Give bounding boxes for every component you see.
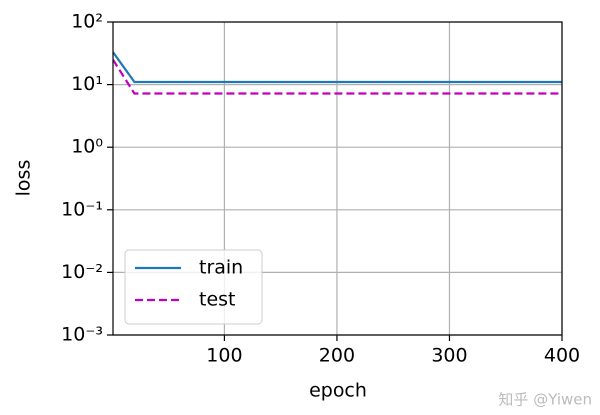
y-tick-label: 10⁻² [61, 261, 103, 283]
x-tick-label: 300 [431, 345, 467, 367]
x-tick-label: 400 [544, 345, 580, 367]
plot-frame [112, 21, 563, 336]
y-tick-label: 10² [71, 11, 103, 33]
watermark: 知乎 @Yiwen [498, 391, 592, 409]
line-series [113, 59, 562, 95]
plot-lines [113, 51, 562, 95]
legend-label: train [199, 257, 243, 279]
y-tick-label: 10⁻¹ [61, 198, 103, 220]
legend-label: test [199, 289, 236, 311]
x-tick-label: 200 [319, 345, 355, 367]
x-tick-label: 100 [206, 345, 242, 367]
y-tick-label: 10⁻³ [61, 324, 103, 346]
y-tick-label: 10¹ [71, 73, 103, 95]
line-series [113, 51, 562, 84]
y-tick-label: 10⁰ [71, 136, 103, 158]
x-axis-label: epoch [309, 380, 367, 402]
y-axis-label: loss [13, 160, 35, 197]
